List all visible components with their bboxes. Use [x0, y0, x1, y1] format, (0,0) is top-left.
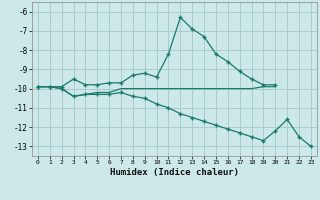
X-axis label: Humidex (Indice chaleur): Humidex (Indice chaleur)	[110, 168, 239, 177]
